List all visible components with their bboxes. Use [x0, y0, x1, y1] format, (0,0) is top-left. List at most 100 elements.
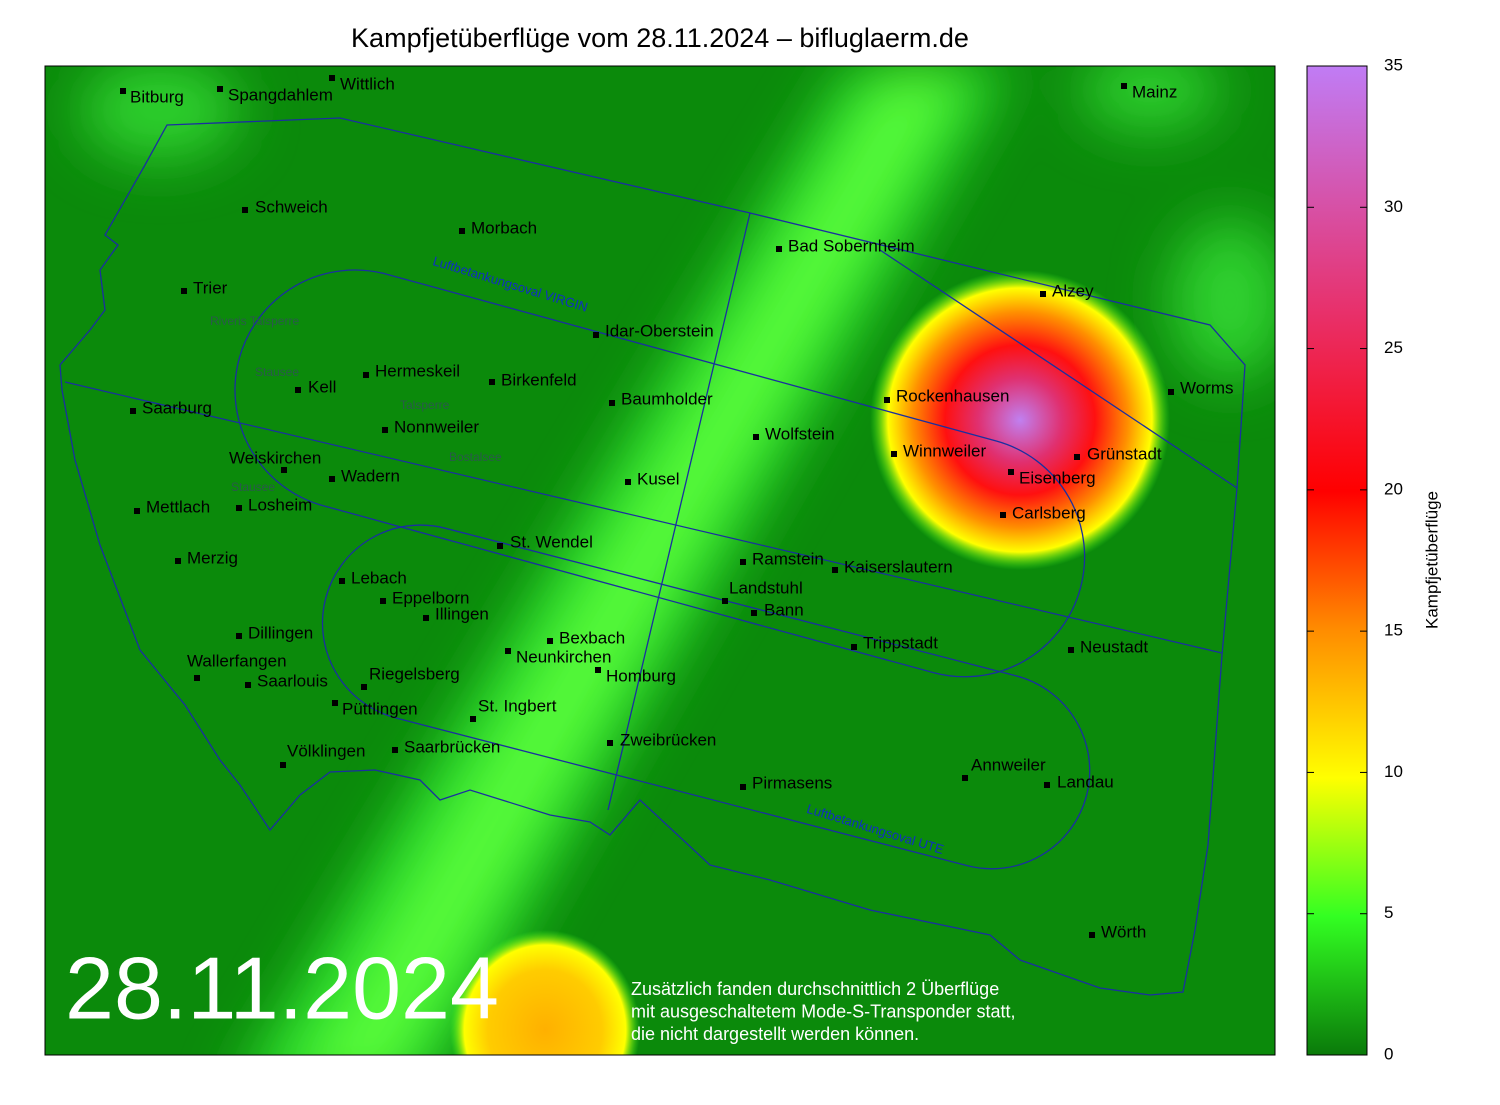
lake-label: Stausee	[231, 480, 275, 494]
city-label: Alzey	[1052, 281, 1094, 300]
city-label: Trippstadt	[863, 633, 938, 652]
city-marker	[175, 558, 181, 564]
city-marker	[891, 451, 897, 457]
city-label: Riegelsberg	[369, 664, 460, 683]
city-marker	[329, 476, 335, 482]
note-line: Zusätzlich fanden durchschnittlich 2 Übe…	[631, 979, 999, 999]
city-label: Landstuhl	[729, 578, 803, 597]
city-marker	[423, 615, 429, 621]
city-label: Kell	[308, 377, 336, 396]
colorbar-tick-label: 30	[1384, 197, 1403, 216]
city-marker	[832, 567, 838, 573]
city-label: Homburg	[606, 666, 676, 685]
city-marker	[181, 288, 187, 294]
city-label: Bexbach	[559, 628, 625, 647]
city-label: Morbach	[471, 218, 537, 237]
city-marker	[363, 372, 369, 378]
city-marker	[339, 578, 345, 584]
city-marker	[1008, 469, 1014, 475]
title: Kampfjetüberflüge vom 28.11.2024 – biflu…	[351, 23, 969, 53]
city-label: Idar-Oberstein	[605, 321, 714, 340]
city-marker	[1040, 291, 1046, 297]
city-label: Ramstein	[752, 549, 824, 568]
colorbar-tick-label: 15	[1384, 621, 1403, 640]
city-label: Landau	[1057, 772, 1114, 791]
city-marker	[280, 762, 286, 768]
city-marker	[236, 633, 242, 639]
city-label: Birkenfeld	[501, 370, 577, 389]
city-label: Saarlouis	[257, 671, 328, 690]
city-marker	[120, 88, 126, 94]
city-label: Wittlich	[340, 74, 395, 93]
city-marker	[489, 379, 495, 385]
city-label: Dillingen	[248, 623, 313, 642]
city-label: Nonnweiler	[394, 417, 479, 436]
city-label: Eppelborn	[392, 588, 470, 607]
city-marker	[595, 667, 601, 673]
city-label: Wadern	[341, 466, 400, 485]
hotspot	[450, 930, 640, 1055]
city-marker	[134, 508, 140, 514]
city-label: Rockenhausen	[896, 386, 1009, 405]
city-marker	[459, 228, 465, 234]
colorbar-tick-label: 10	[1384, 762, 1403, 781]
city-marker	[740, 559, 746, 565]
colorbar-ticks: 0 5 10 15 20 25 30 35	[1307, 55, 1403, 1063]
city-marker	[497, 543, 503, 549]
city-label: Winnweiler	[903, 441, 986, 460]
date-label: 28.11.2024	[65, 938, 499, 1037]
city-marker	[884, 397, 890, 403]
colorbar	[1306, 65, 1368, 1056]
city-marker	[505, 648, 511, 654]
city-marker	[962, 775, 968, 781]
city-label: Annweiler	[971, 755, 1046, 774]
city-marker	[382, 427, 388, 433]
city-label: Püttlingen	[342, 699, 418, 718]
city-label: Kaiserslautern	[844, 557, 953, 576]
city-marker	[130, 408, 136, 414]
colorbar-tick-label: 5	[1384, 903, 1393, 922]
city-marker	[217, 86, 223, 92]
colorbar-tick-label: 35	[1384, 55, 1403, 74]
city-label: Hermeskeil	[375, 361, 460, 380]
city-label: Grünstadt	[1087, 444, 1162, 463]
lake-label: Talsperre	[400, 398, 450, 412]
boundaries	[59, 117, 1246, 996]
city-label: Pirmasens	[752, 773, 832, 792]
city-marker	[851, 644, 857, 650]
city-marker	[329, 75, 335, 81]
city-label: Saarburg	[142, 398, 212, 417]
city-marker	[776, 246, 782, 252]
city-label: Bad Sobernheim	[788, 236, 915, 255]
city-label: Wolfstein	[765, 424, 835, 443]
city-marker	[1089, 932, 1095, 938]
hotspot	[870, 270, 1170, 570]
city-marker	[609, 400, 615, 406]
city-label: Worms	[1180, 378, 1234, 397]
colorbar-label: Kampfjetüberflüge	[1422, 491, 1441, 629]
city-label: Mettlach	[146, 497, 210, 516]
city-marker	[1068, 647, 1074, 653]
city-marker	[361, 684, 367, 690]
city-marker	[753, 434, 759, 440]
city-label: Mainz	[1132, 82, 1177, 101]
city-marker	[751, 610, 757, 616]
city-label: Bann	[764, 600, 804, 619]
city-marker	[242, 207, 248, 213]
city-label: Völklingen	[287, 741, 365, 760]
city-label: Kusel	[637, 469, 680, 488]
map: Bitburg Spangdahlem Wittlich Mainz Schweich M…	[45, 66, 1275, 1055]
city-label: Neustadt	[1080, 637, 1148, 656]
city-label: Neunkirchen	[516, 647, 611, 666]
lake-label: Bostalsee	[449, 450, 502, 464]
city-marker	[236, 505, 242, 511]
note-line: mit ausgeschaltetem Mode-S-Transponder s…	[631, 1001, 1016, 1021]
city-label: Eisenberg	[1019, 468, 1096, 487]
city-label: Merzig	[187, 548, 238, 567]
city-label: Saarbrücken	[404, 737, 500, 756]
city-label: St. Ingbert	[478, 696, 557, 715]
city-label: Illingen	[435, 604, 489, 623]
city-marker	[1000, 512, 1006, 518]
lake-label: Riveris Talsperre	[210, 314, 299, 328]
city-marker	[593, 332, 599, 338]
